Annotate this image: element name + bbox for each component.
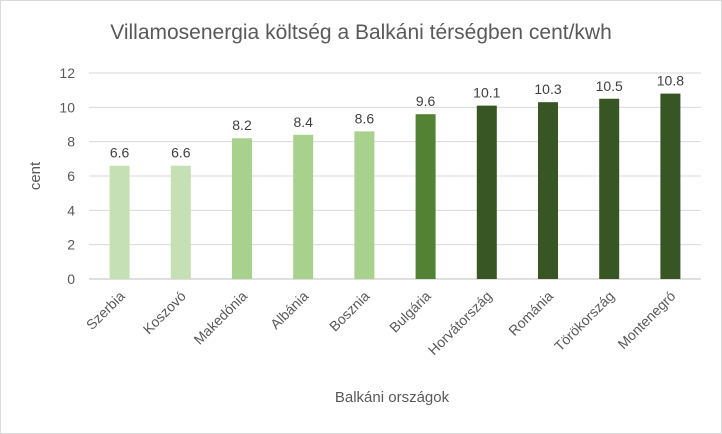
gridlines [89, 72, 701, 280]
bar [109, 165, 130, 279]
y-tick-label: 4 [67, 202, 75, 218]
x-tick-label: Románia [505, 288, 556, 339]
x-tick-label: Szerbia [83, 288, 128, 333]
y-axis-label: cent [27, 161, 44, 190]
data-label: 10.1 [473, 85, 500, 101]
bars [109, 93, 681, 279]
x-tick-label: Koszovó [140, 288, 189, 337]
x-tick-label: Bosznia [326, 288, 373, 335]
data-label: 10.5 [596, 78, 623, 94]
x-tick-label: Törökország [551, 288, 617, 354]
data-label: 8.2 [232, 117, 252, 133]
y-tick-label: 6 [67, 168, 75, 184]
y-tick-label: 8 [67, 134, 75, 150]
bar [293, 134, 314, 279]
bar [538, 102, 558, 279]
y-tick-label: 10 [59, 99, 75, 115]
bar [232, 138, 252, 279]
x-axis-label: Balkáni országok [335, 389, 450, 406]
data-labels: 6.6 6.6 8.2 8.4 8.6 9.6 10.1 10.3 10.5 10.8 [110, 73, 684, 161]
y-axis-ticks: 0 2 4 6 8 10 12 [59, 65, 75, 287]
x-tick-label: Horvátország [425, 288, 495, 358]
bar [170, 165, 191, 279]
data-label: 6.6 [171, 145, 191, 161]
bar [354, 131, 375, 279]
bar [660, 93, 681, 279]
y-tick-label: 0 [67, 271, 75, 287]
y-tick-label: 2 [67, 237, 75, 253]
data-label: 9.6 [416, 93, 436, 109]
data-label: 8.4 [293, 114, 313, 130]
data-label: 10.3 [534, 81, 561, 97]
x-tick-label: Bulgária [386, 288, 434, 336]
bar [476, 105, 497, 279]
x-tick-label: Montenegró [614, 288, 678, 352]
chart-title: Villamosenergia költség a Balkáni térség… [110, 21, 612, 44]
x-axis-ticks: Szerbia Koszovó Makedónia Albánia Bosznia Bul… [83, 288, 679, 358]
bar [599, 98, 620, 279]
y-tick-label: 12 [59, 65, 75, 81]
bar [415, 114, 436, 279]
x-tick-label: Makedónia [190, 288, 250, 348]
data-label: 8.6 [355, 110, 375, 126]
x-tick-label: Albánia [267, 288, 311, 332]
data-label: 6.6 [110, 145, 130, 161]
data-label: 10.8 [657, 73, 684, 89]
